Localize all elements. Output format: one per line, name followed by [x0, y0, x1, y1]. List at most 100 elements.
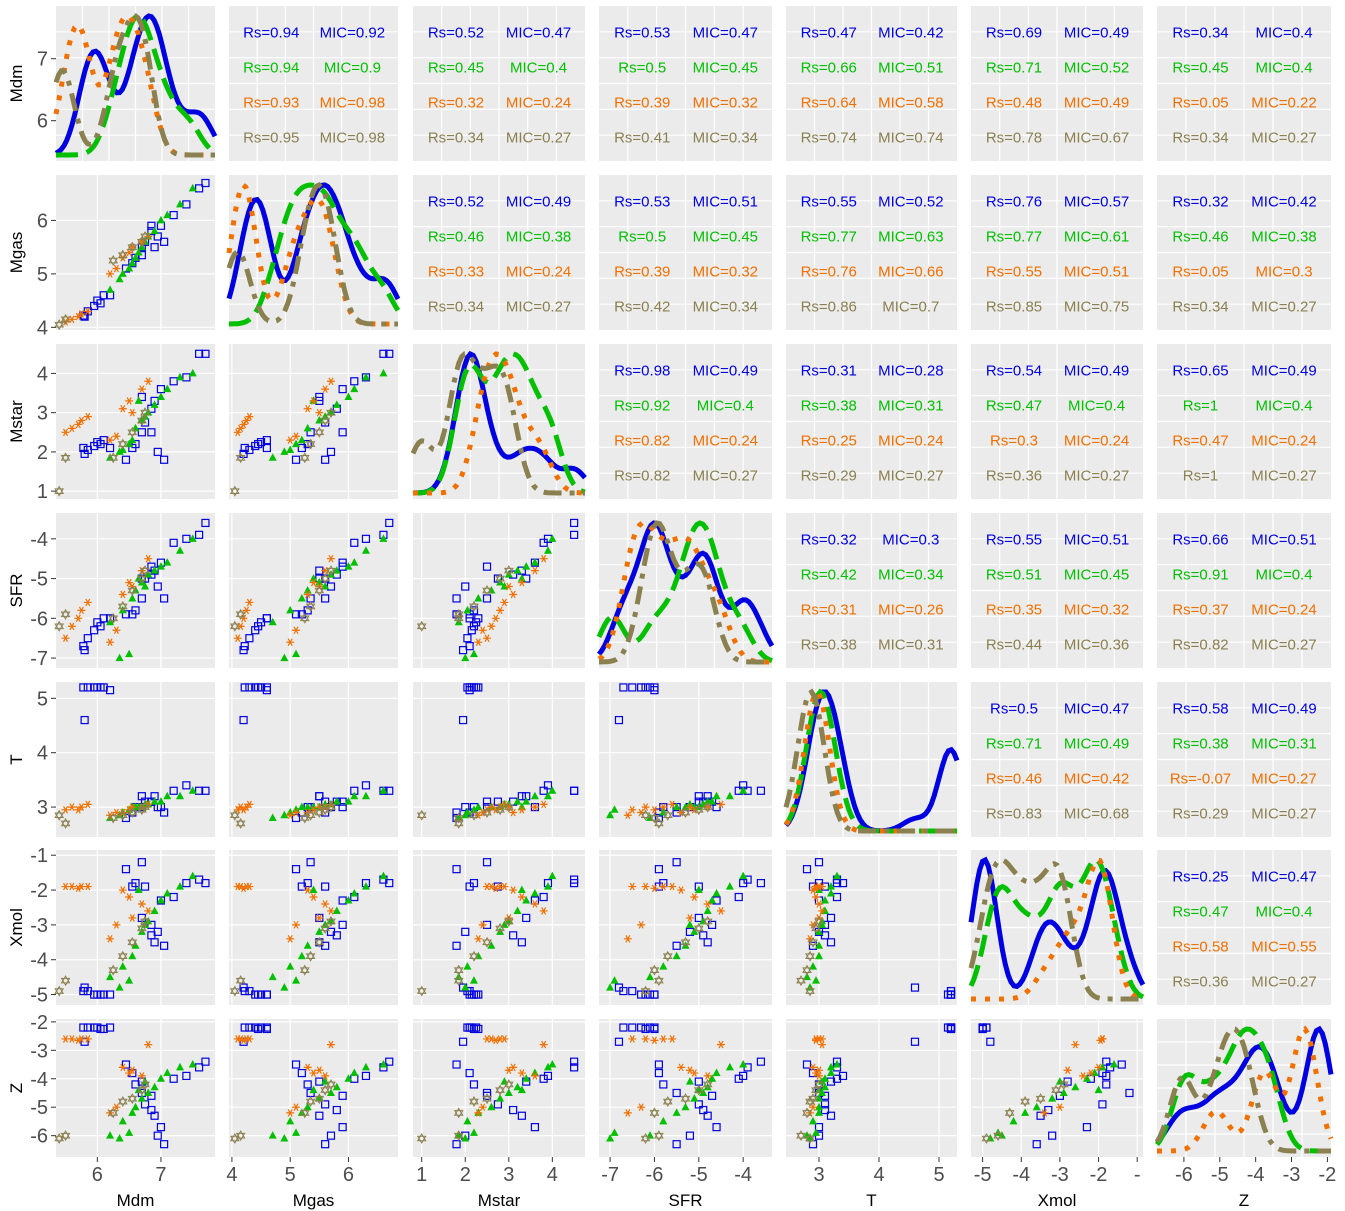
- data-point-s2: [815, 1094, 823, 1102]
- data-point-s4: [235, 1130, 246, 1142]
- data-point-s2: [379, 786, 388, 794]
- panel-background: [229, 513, 398, 668]
- scatter-Z-vs-Mgas: [229, 1023, 394, 1149]
- data-point-s4: [654, 975, 664, 987]
- data-point-s4: [108, 964, 119, 976]
- data-point-s1: [482, 562, 492, 571]
- data-point-s2: [659, 962, 668, 970]
- data-point-s4: [654, 1130, 664, 1142]
- data-point-s4: [127, 241, 138, 253]
- density-curve-s4: [598, 520, 772, 665]
- x-tick-label: 6: [92, 1164, 103, 1186]
- data-point-s4: [117, 1096, 128, 1108]
- density-curve-s3: [971, 857, 1144, 1002]
- rs-label: Rs=0.82: [614, 467, 670, 484]
- data-point-s1: [121, 865, 131, 874]
- data-point-s3: [106, 935, 115, 943]
- data-point-s1: [543, 781, 553, 790]
- y-tick-label: -5: [30, 569, 48, 591]
- data-point-s3: [83, 412, 92, 421]
- data-point-s3: [83, 882, 92, 891]
- data-point-s3: [286, 935, 295, 943]
- data-point-s3: [530, 1072, 539, 1080]
- data-point-s1: [326, 447, 336, 457]
- rs-label: Rs=0.46: [986, 770, 1042, 787]
- data-point-s1: [160, 941, 169, 950]
- mic-label: MIC=0.24: [506, 94, 571, 111]
- data-point-s3: [487, 622, 496, 631]
- data-point-s4: [814, 915, 824, 927]
- rs-label: Rs=0.71: [986, 735, 1042, 752]
- y-tick-label: -4: [30, 529, 48, 551]
- data-point-s2: [548, 786, 557, 794]
- data-point-s3: [286, 1109, 295, 1117]
- x-tick-label: -2: [1319, 1164, 1337, 1186]
- data-point-s3: [668, 1035, 677, 1043]
- data-point-s2: [1098, 1062, 1107, 1071]
- mic-label: MIC=0.24: [1251, 432, 1316, 449]
- data-point-s4: [140, 230, 150, 242]
- data-point-s2: [548, 1060, 557, 1068]
- y-axis-title: SFR: [7, 574, 26, 608]
- data-point-s3: [530, 900, 539, 908]
- data-point-s1: [808, 941, 818, 950]
- data-point-s2: [504, 570, 513, 578]
- x-tick-label: -4: [734, 1164, 752, 1186]
- data-point-s2: [176, 546, 185, 554]
- rs-label: Rs=0.25: [801, 432, 857, 449]
- data-point-s3: [112, 1103, 121, 1112]
- rs-label: Rs=0.38: [801, 397, 857, 414]
- data-point-s3: [659, 803, 668, 811]
- mic-label: MIC=0.24: [878, 432, 943, 449]
- data-point-s3: [483, 634, 492, 642]
- data-point-s3: [326, 554, 335, 563]
- mic-label: MIC=0.75: [1064, 298, 1129, 315]
- data-point-s1: [303, 1080, 312, 1089]
- data-point-s3: [242, 606, 251, 615]
- data-point-s1: [121, 610, 131, 619]
- data-point-s2: [461, 810, 470, 819]
- rs-label: Rs=0.54: [986, 362, 1042, 379]
- data-point-s1: [338, 1123, 347, 1132]
- mic-label: MIC=0.34: [693, 129, 758, 146]
- data-point-s3: [83, 598, 92, 607]
- data-point-s2: [725, 791, 734, 800]
- data-point-s2: [606, 810, 615, 819]
- data-point-s2: [827, 1062, 835, 1071]
- data-point-s1: [303, 439, 312, 449]
- data-point-s3: [504, 582, 513, 591]
- data-point-s4: [140, 1078, 150, 1090]
- rs-label: Rs=0.82: [614, 432, 670, 449]
- mic-label: MIC=0.31: [1251, 735, 1316, 752]
- rs-label: Rs=0.25: [1172, 868, 1228, 885]
- data-point-s2: [833, 1060, 841, 1068]
- data-point-s3: [303, 590, 312, 599]
- rs-label: Rs=0.46: [428, 228, 484, 245]
- data-point-s1: [517, 792, 526, 801]
- panel-background: [229, 682, 398, 837]
- data-point-s4: [127, 1093, 138, 1105]
- data-point-s2: [809, 1116, 817, 1125]
- data-point-s2: [134, 885, 143, 894]
- data-point-s4: [503, 1078, 514, 1090]
- data-point-s1: [385, 349, 394, 358]
- density-Mgas: [226, 181, 401, 327]
- data-point-s2: [646, 972, 655, 981]
- rs-label: Rs=0.95: [243, 129, 299, 146]
- data-point-s1: [385, 1057, 394, 1066]
- data-point-s4: [702, 801, 713, 813]
- data-point-s2: [163, 791, 172, 800]
- panel-T-Mgas: [229, 682, 398, 837]
- data-point-s1: [240, 1023, 249, 1032]
- data-point-s3: [504, 1066, 513, 1075]
- data-point-s1: [201, 786, 210, 795]
- data-point-s3: [112, 921, 121, 929]
- mic-label: MIC=0.34: [878, 566, 943, 583]
- y-tick-label: -1: [30, 845, 48, 867]
- data-point-s1: [517, 938, 526, 947]
- data-point-s3: [67, 622, 76, 631]
- data-point-s1: [160, 594, 169, 603]
- data-point-s4: [1051, 1084, 1061, 1096]
- data-point-s2: [303, 423, 312, 432]
- data-point-s1: [131, 878, 140, 888]
